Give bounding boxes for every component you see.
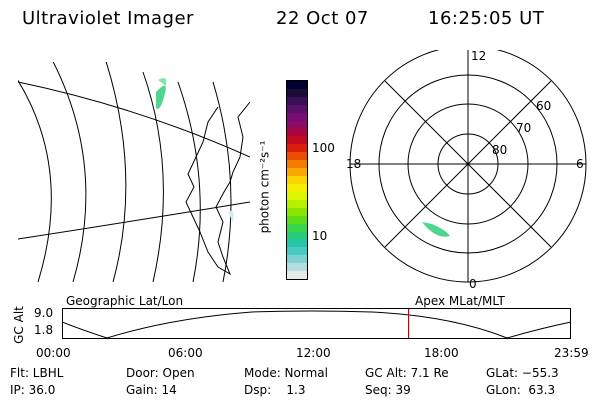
colorbar-segment (287, 136, 307, 145)
colorbar-segment (287, 207, 307, 216)
coastline (185, 101, 250, 276)
colorbar-segment (287, 191, 307, 200)
geo-map-label: Geographic Lat/Lon (66, 294, 184, 308)
seq-readout: Seq: 39 (365, 383, 411, 397)
door-readout: Door: Open (126, 366, 195, 380)
lat-label-80: 80 (492, 143, 507, 157)
latitude-line (18, 201, 250, 240)
mlt-label-bottom: 0 (469, 277, 477, 290)
aurora-blob (156, 85, 166, 109)
mode-readout: Mode: Normal (244, 366, 328, 380)
colorbar-segment (287, 88, 307, 97)
ip-readout: IP: 36.0 (10, 383, 56, 397)
time-tick: 06:00 (168, 346, 203, 360)
polar-map: 12 6 0 18 60 70 80 (346, 50, 587, 290)
longitude-line (142, 71, 164, 282)
longitude-line (18, 79, 52, 282)
colorbar-tick-10: 10 (312, 229, 328, 243)
colorbar-segment (287, 176, 307, 184)
lat-label-60: 60 (536, 99, 551, 113)
aurora-blob (422, 222, 450, 237)
longitude-line (105, 62, 127, 282)
colorbar-segment (287, 247, 307, 256)
colorbar-segment (287, 112, 307, 121)
gc-alt-readout: GC Alt: 7.1 Re (365, 366, 449, 380)
longitude-line (52, 62, 87, 282)
glon-readout: GLon: 63.3 (486, 383, 556, 397)
colorbar-segment (287, 160, 307, 169)
colorbar-tick-100: 100 (312, 141, 335, 155)
longitude-line (177, 81, 201, 282)
glat-readout: GLat: −55.3 (486, 366, 559, 380)
longitude-line (212, 81, 232, 282)
altitude-ylabel: GC Alt (11, 306, 26, 344)
colorbar-segment (287, 199, 307, 208)
colorbar-segment (287, 263, 307, 272)
colorbar-segment (287, 128, 307, 137)
altitude-ytick: 9.0 (34, 306, 54, 320)
colorbar-segment (287, 255, 307, 264)
aurora-blob (158, 78, 167, 86)
polar-map-label: Apex MLat/MLT (415, 294, 505, 308)
colorbar-segment (287, 168, 307, 177)
time-tick: 23:59 (554, 346, 589, 360)
time-label: 16:25:05 UT (428, 8, 545, 29)
mlt-label-right: 6 (576, 157, 584, 171)
lat-label-70: 70 (516, 121, 531, 135)
mlt-label-top: 12 (471, 50, 486, 63)
mlt-label-left: 18 (346, 157, 361, 171)
time-tick: 18:00 (424, 346, 459, 360)
gain-readout: Gain: 14 (126, 383, 177, 397)
colorbar-segment (287, 96, 307, 105)
geographic-map (18, 62, 250, 282)
colorbar-segment (287, 152, 307, 161)
colorbar-segment (287, 239, 307, 248)
altitude-ytick: 1.8 (34, 323, 54, 337)
colorbar-segment (287, 104, 307, 113)
filter-readout: Flt: LBHL (10, 366, 64, 380)
altitude-curve (62, 310, 572, 339)
colorbar-segment (287, 81, 307, 89)
date-label: 22 Oct 07 (276, 8, 369, 29)
colorbar-segment (287, 144, 307, 153)
plot-frame (62, 308, 571, 339)
app-title: Ultraviolet Imager (22, 8, 194, 29)
colorbar-unit-label: photon cm⁻²s⁻¹ (257, 140, 272, 234)
altitude-plot (62, 308, 572, 339)
colorbar-segment (287, 215, 307, 224)
polar-axis (384, 80, 552, 248)
colorbar-segment (287, 231, 307, 240)
aurora-blob (228, 210, 234, 222)
colorbar-segment (287, 223, 307, 232)
colorbar-segment (287, 183, 307, 192)
time-tick: 12:00 (296, 346, 331, 360)
colorbar (286, 80, 308, 280)
dsp-readout: Dsp: 1.3 (244, 383, 306, 397)
colorbar-segment (287, 271, 307, 280)
colorbar-segment (287, 120, 307, 129)
latitude-line (18, 81, 250, 158)
time-tick: 00:00 (36, 346, 71, 360)
